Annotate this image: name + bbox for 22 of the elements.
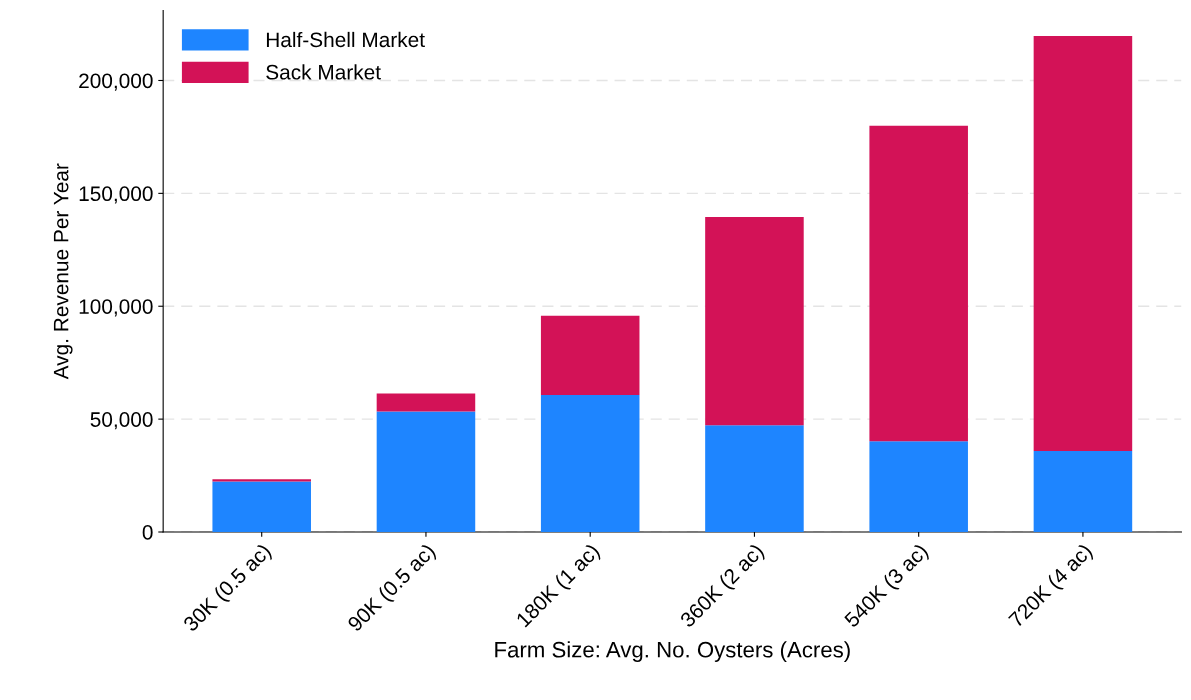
- bar: [540, 315, 640, 395]
- bar: [869, 441, 968, 532]
- y-tick-label: 200,000: [79, 73, 153, 91]
- legend-label: Sack Market: [266, 64, 381, 80]
- bar: [540, 394, 640, 532]
- bar: [376, 393, 476, 412]
- bar: [869, 125, 968, 442]
- y-tick-label: 100,000: [79, 299, 153, 317]
- y-tick-label: 50,000: [90, 412, 153, 430]
- legend-label: Half-Shell Market: [266, 31, 425, 48]
- y-tick-label: 0: [142, 525, 153, 540]
- bar: [1033, 36, 1133, 451]
- x-tick-label: 90K (0.5 ac): [346, 542, 439, 635]
- y-tick-label: 150,000: [79, 186, 153, 204]
- bar: [705, 217, 804, 426]
- bar: [1033, 450, 1133, 532]
- y-axis-title: Avg. Revenue Per Year: [53, 163, 73, 380]
- x-tick-label: 30K (0.5 ac): [182, 542, 275, 636]
- bar: [212, 481, 311, 532]
- bar: [705, 425, 804, 532]
- x-axis-title: Farm Size: Avg. No. Oysters (Acres): [495, 641, 850, 662]
- bar: [376, 411, 476, 532]
